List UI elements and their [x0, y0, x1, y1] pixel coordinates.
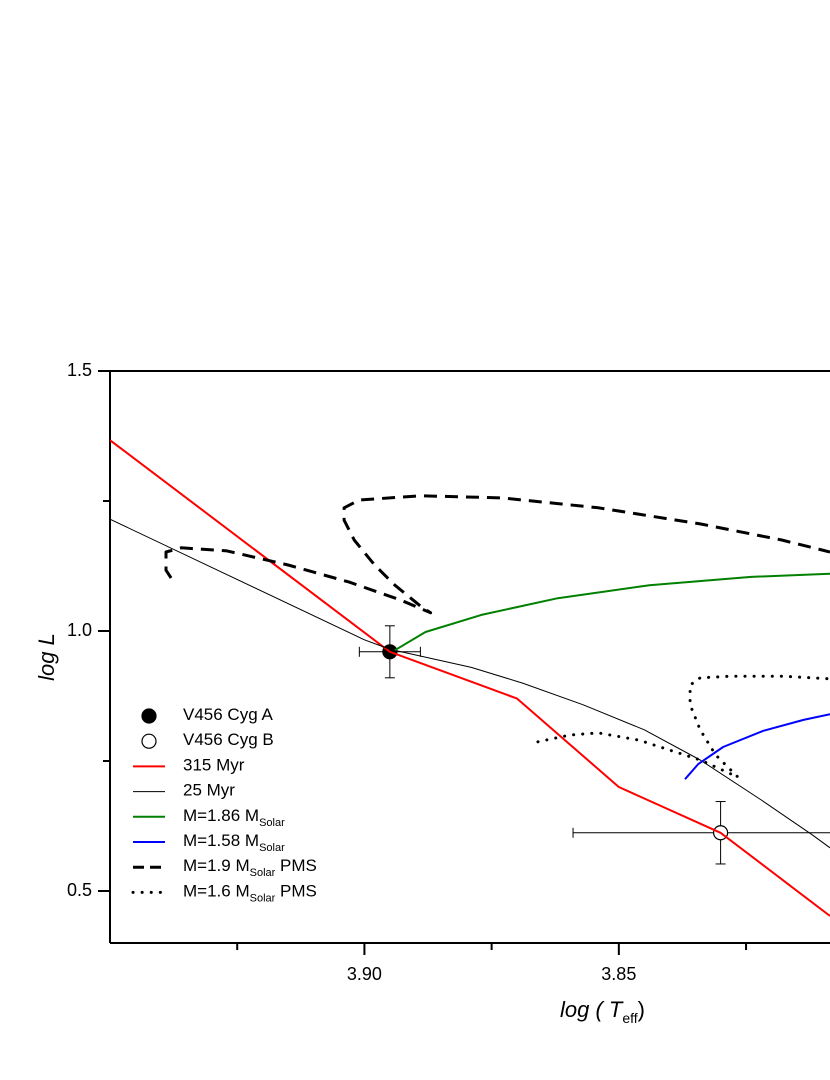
legend-sub: Solar	[259, 842, 285, 854]
legend-label: M=1.58 MSolar	[183, 831, 285, 853]
legend-sub: Solar	[259, 817, 285, 829]
legend-label: M=1.86 MSolar	[183, 806, 285, 828]
legend-name: M=1.6 M	[183, 882, 250, 901]
series-line	[536, 674, 830, 779]
legend-sub: Solar	[250, 867, 276, 879]
x-axis-label: log ( Teff)	[560, 997, 645, 1026]
legend-label: 315 Myr	[183, 756, 245, 775]
plot-area	[110, 439, 830, 917]
y-tick-label: 1.0	[67, 620, 92, 640]
legend-symbol	[141, 733, 157, 749]
legend-label: 25 Myr	[183, 781, 235, 800]
x-label-end: )	[638, 997, 645, 1022]
legend-name: V456 Cyg B	[183, 731, 274, 750]
series-line	[164, 494, 830, 615]
series-line	[110, 518, 830, 849]
legend-name: 25 Myr	[183, 781, 235, 800]
y-tick-label: 1.5	[67, 360, 92, 380]
legend-label: V456 Cyg A	[183, 705, 273, 724]
x-label-sub: eff	[622, 1010, 637, 1026]
legend-label: M=1.9 MSolar PMS	[183, 857, 317, 879]
legend-name: V456 Cyg A	[183, 705, 273, 724]
series-line	[394, 572, 830, 652]
y-axis-label: log L	[34, 633, 59, 681]
legend-sub: Solar	[250, 892, 276, 904]
x-tick-label: 3.85	[601, 964, 636, 984]
x-tick-label: 3.90	[347, 964, 382, 984]
legend-name: M=1.58 M	[183, 831, 259, 850]
x-label-main: log ( T	[560, 997, 624, 1022]
legend-suffix: PMS	[275, 882, 317, 901]
legend-name: M=1.86 M	[183, 806, 259, 825]
legend: V456 Cyg A V456 Cyg B 315 Myr 25 Myr M=1.86 …	[131, 705, 317, 904]
y-tick-label: 0.5	[67, 880, 92, 900]
legend-label: V456 Cyg B	[183, 731, 274, 750]
series-line	[110, 439, 830, 917]
legend-label: M=1.6 MSolar PMS	[183, 882, 317, 904]
series-line	[684, 713, 830, 780]
legend-name: M=1.9 M	[183, 857, 250, 876]
legend-symbol	[141, 708, 157, 724]
legend-suffix: PMS	[275, 857, 317, 876]
legend-name: 315 Myr	[183, 756, 245, 775]
